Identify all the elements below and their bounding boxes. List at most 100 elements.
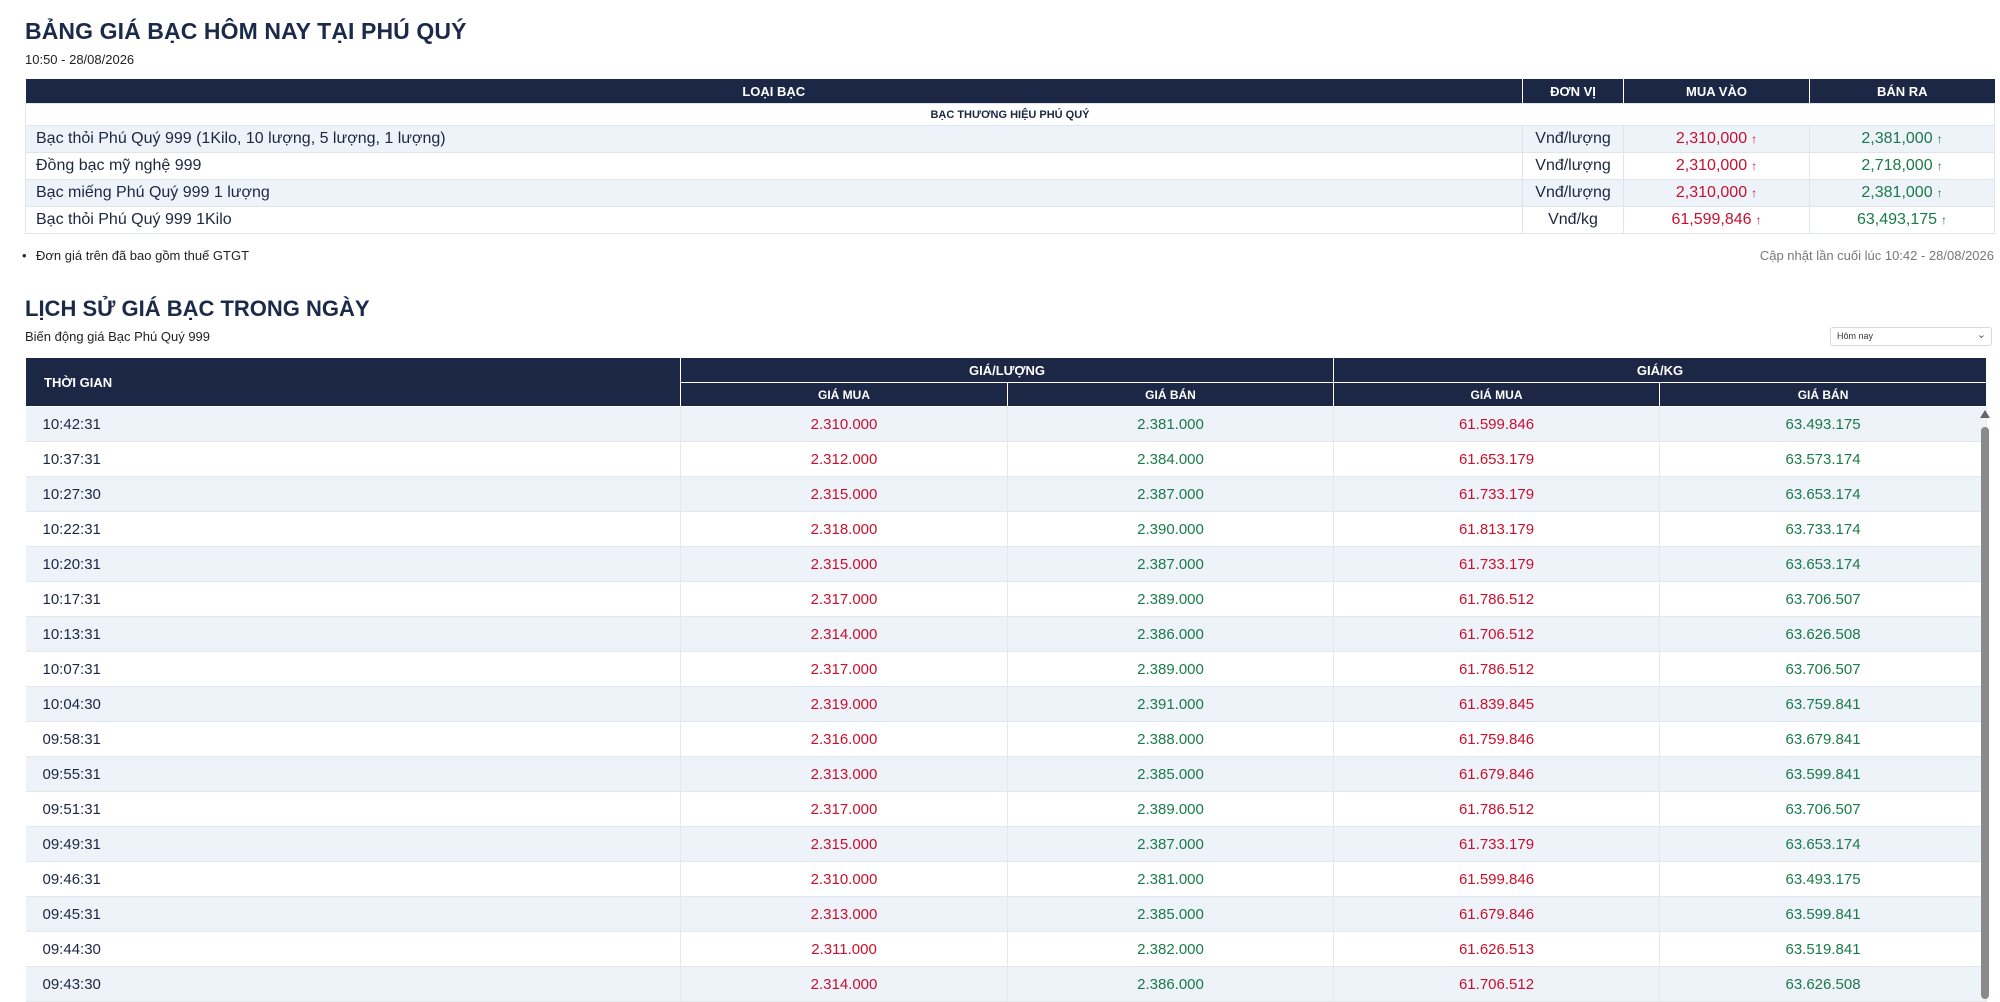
kg-sell-price: 63.626.508 xyxy=(1659,966,1988,1002)
last-updated: Cập nhật lần cuối lúc 10:42 - 28/08/2026 xyxy=(1759,248,1994,263)
history-body: 10:42:31 2.310.000 2.381.000 61.599.846 63.4… xyxy=(25,406,1988,1002)
luong-buy-price: 2.318.000 xyxy=(680,511,1008,547)
row-time: 09:44:30 xyxy=(25,931,681,967)
scrollbar[interactable] xyxy=(1980,410,1990,999)
price-table: LOẠI BẠC ĐƠN VỊ MUA VÀO BÁN RA BẠC THƯƠN… xyxy=(25,79,1995,234)
scroll-up-icon[interactable] xyxy=(1980,410,1990,418)
kg-sell-price: 63.493.175 xyxy=(1659,406,1988,442)
price-row: Bạc thỏi Phú Quý 999 1Kilo Vnđ/kg 61,599… xyxy=(25,206,1995,234)
sell-value: 2,718,000 xyxy=(1861,157,1933,174)
scrollbar-thumb[interactable] xyxy=(1981,427,1989,999)
luong-buy-price: 2.314.000 xyxy=(680,966,1008,1002)
price-row: Bạc miếng Phú Quý 999 1 lượng Vnđ/lượng … xyxy=(25,179,1995,207)
history-title: LỊCH SỬ GIÁ BẠC TRONG NGÀY xyxy=(25,296,370,321)
kg-buy-price: 61.786.512 xyxy=(1333,791,1661,827)
buy-price: 61,599,846 ↑ xyxy=(1623,206,1810,234)
kg-buy-price: 61.679.846 xyxy=(1333,896,1661,932)
kg-buy-price: 61.626.513 xyxy=(1333,931,1661,967)
chevron-down-icon: ⌄ xyxy=(1976,329,1986,341)
price-table-header: LOẠI BẠC ĐƠN VỊ MUA VÀO BÁN RA xyxy=(25,79,1995,104)
luong-sell-price: 2.381.000 xyxy=(1007,406,1335,442)
luong-sell-price: 2.382.000 xyxy=(1007,931,1335,967)
luong-buy-price: 2.315.000 xyxy=(680,476,1008,512)
arrow-up-icon: ↑ xyxy=(1751,159,1758,173)
product-name: Bạc thỏi Phú Quý 999 (1Kilo, 10 lượng, 5… xyxy=(25,125,1523,153)
row-time: 10:20:31 xyxy=(25,546,681,582)
history-row: 09:45:31 2.313.000 2.385.000 61.679.846 63.5… xyxy=(25,896,1988,932)
kg-sell-price: 63.706.507 xyxy=(1659,581,1988,617)
row-time: 10:27:30 xyxy=(25,476,681,512)
row-time: 10:07:31 xyxy=(25,651,681,687)
sell-value: 2,381,000 xyxy=(1861,184,1933,201)
kg-buy-price: 61.599.846 xyxy=(1333,406,1661,442)
row-time: 09:45:31 xyxy=(25,896,681,932)
history-row: 10:37:31 2.312.000 2.384.000 61.653.179 63.5… xyxy=(25,441,1988,477)
history-row: 09:43:30 2.314.000 2.386.000 61.706.512 63.6… xyxy=(25,966,1988,1002)
luong-sell-price: 2.389.000 xyxy=(1007,791,1335,827)
vat-note: Đơn giá trên đã bao gồm thuế GTGT xyxy=(36,248,250,263)
kg-buy-price: 61.733.179 xyxy=(1333,476,1661,512)
luong-buy-price: 2.310.000 xyxy=(680,406,1008,442)
history-header-row: THỜI GIAN GIÁ/LƯỢNG GIÁ/KG xyxy=(25,357,1988,407)
product-unit: Vnđ/lượng xyxy=(1522,179,1624,207)
luong-sell-price: 2.386.000 xyxy=(1007,966,1335,1002)
history-subtitle: Biến động giá Bạc Phú Quý 999 xyxy=(25,329,211,344)
luong-buy-price: 2.315.000 xyxy=(680,546,1008,582)
kg-sell-price: 63.653.174 xyxy=(1659,476,1988,512)
buy-price: 2,310,000 ↑ xyxy=(1623,125,1810,153)
buy-price: 2,310,000 ↑ xyxy=(1623,152,1810,180)
history-row: 09:55:31 2.313.000 2.385.000 61.679.846 63.5… xyxy=(25,756,1988,792)
kg-buy-price: 61.679.846 xyxy=(1333,756,1661,792)
luong-sell-price: 2.389.000 xyxy=(1007,651,1335,687)
header-silver-type: LOẠI BẠC xyxy=(25,79,1523,104)
kg-buy-price: 61.813.179 xyxy=(1333,511,1661,547)
luong-buy-price: 2.310.000 xyxy=(680,861,1008,897)
history-row: 10:07:31 2.317.000 2.389.000 61.786.512 63.7… xyxy=(25,651,1988,687)
history-row: 09:49:31 2.315.000 2.387.000 61.733.179 63.6… xyxy=(25,826,1988,862)
sell-price: 2,381,000 ↑ xyxy=(1809,179,1995,207)
kg-buy-price: 61.839.845 xyxy=(1333,686,1661,722)
luong-sell-price: 2.385.000 xyxy=(1007,896,1335,932)
kg-sell-price: 63.626.508 xyxy=(1659,616,1988,652)
luong-buy-price: 2.319.000 xyxy=(680,686,1008,722)
kg-buy-price: 61.786.512 xyxy=(1333,581,1661,617)
arrow-up-icon: ↑ xyxy=(1936,159,1943,173)
row-time: 09:55:31 xyxy=(25,756,681,792)
group-label: BẠC THƯƠNG HIỆU PHÚ QUÝ xyxy=(25,103,1995,126)
luong-buy-price: 2.315.000 xyxy=(680,826,1008,862)
page-title: BẢNG GIÁ BẠC HÔM NAY TẠI PHÚ QUÝ xyxy=(25,18,467,44)
kg-sell-price: 63.519.841 xyxy=(1659,931,1988,967)
kg-buy-price: 61.759.846 xyxy=(1333,721,1661,757)
product-name: Đồng bạc mỹ nghệ 999 xyxy=(25,152,1523,180)
luong-sell-price: 2.381.000 xyxy=(1007,861,1335,897)
group-row: BẠC THƯƠNG HIỆU PHÚ QUÝ xyxy=(25,103,1995,126)
arrow-up-icon: ↑ xyxy=(1936,186,1943,200)
luong-sell-price: 2.386.000 xyxy=(1007,616,1335,652)
kg-buy-price: 61.653.179 xyxy=(1333,441,1661,477)
arrow-up-icon: ↑ xyxy=(1751,132,1758,146)
arrow-up-icon: ↑ xyxy=(1936,132,1943,146)
luong-buy-price: 2.311.000 xyxy=(680,931,1008,967)
kg-sell-price: 63.599.841 xyxy=(1659,896,1988,932)
history-subheader-row: GIÁ MUA GIÁ BÁN GIÁ MUA GIÁ BÁN xyxy=(26,382,1988,407)
luong-buy-price: 2.317.000 xyxy=(680,581,1008,617)
row-time: 09:51:31 xyxy=(25,791,681,827)
history-row: 09:58:31 2.316.000 2.388.000 61.759.846 63.6… xyxy=(25,721,1988,757)
luong-sell-price: 2.389.000 xyxy=(1007,581,1335,617)
sell-price: 2,381,000 ↑ xyxy=(1809,125,1995,153)
history-row: 09:46:31 2.310.000 2.381.000 61.599.846 63.4… xyxy=(25,861,1988,897)
luong-sell-price: 2.390.000 xyxy=(1007,511,1335,547)
history-row: 10:13:31 2.314.000 2.386.000 61.706.512 63.6… xyxy=(25,616,1988,652)
kg-sell-price: 63.733.174 xyxy=(1659,511,1988,547)
period-select[interactable]: Hôm nay ⌄ xyxy=(1830,327,1992,346)
header-luong-sell: GIÁ BÁN xyxy=(1006,382,1335,407)
row-time: 10:37:31 xyxy=(25,441,681,477)
luong-buy-price: 2.317.000 xyxy=(680,651,1008,687)
history-row: 09:44:30 2.311.000 2.382.000 61.626.513 63.5… xyxy=(25,931,1988,967)
product-name: Bạc thỏi Phú Quý 999 1Kilo xyxy=(25,206,1523,234)
kg-sell-price: 63.493.175 xyxy=(1659,861,1988,897)
history-row: 10:27:30 2.315.000 2.387.000 61.733.179 63.6… xyxy=(25,476,1988,512)
header-kg-buy: GIÁ MUA xyxy=(1333,382,1661,407)
sell-value: 2,381,000 xyxy=(1861,130,1933,147)
